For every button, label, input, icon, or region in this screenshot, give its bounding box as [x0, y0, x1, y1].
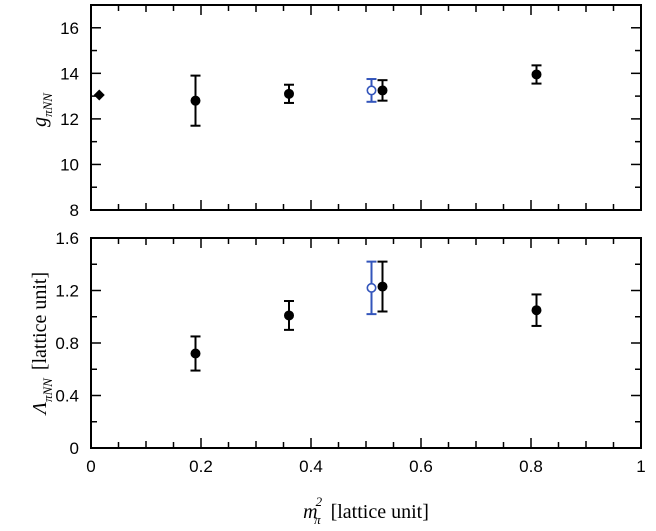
bottom-y-tick-label: 0.8 [55, 334, 79, 353]
xlabel-unit: [lattice unit] [331, 501, 429, 523]
top-y-tick-label: 16 [60, 19, 79, 38]
top-data-point-diamond [94, 89, 105, 100]
bottom-y-tick-label: 0.4 [55, 387, 79, 406]
top-panel: 8 10 12 14 16 [60, 5, 641, 220]
bottom-y-tick-label: 1.6 [55, 229, 79, 248]
bottom-ylabel-sub: πNN [40, 377, 55, 402]
bottom-y-axis-label: ΛπNN [lattice unit] [29, 272, 55, 416]
top-plot-frame [91, 5, 641, 210]
top-data-point-open [367, 86, 375, 94]
top-data-point [378, 86, 387, 95]
xlabel-sub: π [314, 512, 321, 527]
x-tick-label: 0.8 [519, 457, 543, 476]
top-data-point [191, 96, 200, 105]
bottom-y-tick-label: 0 [70, 439, 79, 458]
bottom-data-point [378, 282, 387, 291]
x-axis-label: m2 π [lattice unit] [303, 494, 429, 527]
x-tick-label: 0 [86, 457, 95, 476]
bottom-y-tick-label: 1.2 [55, 282, 79, 301]
x-tick-label: 0.2 [189, 457, 213, 476]
x-tick-label: 1 [636, 457, 645, 476]
bottom-plot-frame [91, 238, 641, 448]
top-y-tick-label: 10 [60, 155, 79, 174]
bottom-panel: 0 0.4 0.8 1.2 1.6 0 0.2 0.4 0.6 0.8 1 [55, 229, 645, 476]
bottom-ylabel-main: Λ [29, 402, 51, 416]
bottom-data-point-open [367, 284, 375, 292]
x-tick-label: 0.4 [299, 457, 323, 476]
top-data-point [285, 89, 294, 98]
x-tick-label: 0.6 [409, 457, 433, 476]
top-ylabel-main: g [29, 117, 51, 127]
bottom-data-point [532, 306, 541, 315]
xlabel-sup: 2 [316, 494, 323, 509]
bottom-data-point [285, 311, 294, 320]
bottom-data-point [191, 349, 200, 358]
bottom-ylabel-unit: [lattice unit] [29, 272, 51, 370]
top-y-axis-label: gπNN [29, 92, 55, 127]
top-data-point [532, 70, 541, 79]
top-y-tick-label: 14 [60, 64, 79, 83]
top-y-tick-label: 8 [70, 201, 79, 220]
top-ylabel-sub: πNN [40, 92, 55, 117]
top-y-tick-label: 12 [60, 110, 79, 129]
